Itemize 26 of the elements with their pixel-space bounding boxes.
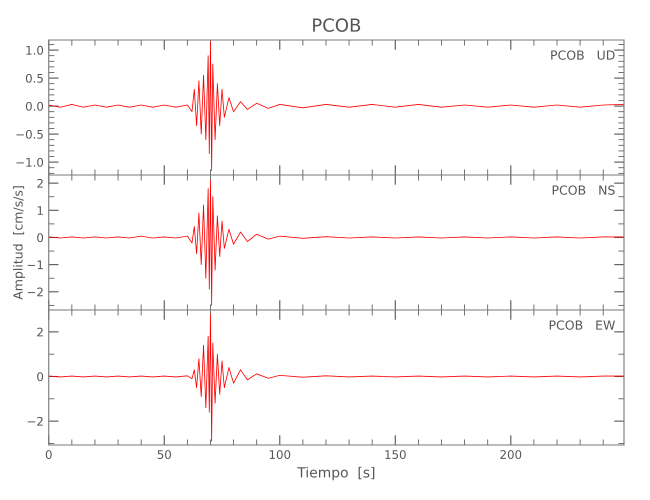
y-tick-label: −2 <box>28 288 43 296</box>
x-tick-label: 100 <box>270 450 290 459</box>
line-series <box>48 180 624 306</box>
annotation: PCOB EW <box>550 320 615 330</box>
y-tick-label: −2 <box>28 416 43 426</box>
y-tick-label: 0 <box>37 233 44 242</box>
y-tick-label: 1 <box>38 206 43 215</box>
y-tick-label: −0.5 <box>16 130 43 139</box>
annotation: PCOB UD <box>551 50 615 60</box>
y-tick-label: −1.0 <box>16 158 44 167</box>
y-tick-label: 0.0 <box>26 102 44 111</box>
x-tick-label: 200 <box>500 450 522 459</box>
annotation: PCOB NS <box>552 185 615 195</box>
x-tick-label: 50 <box>158 450 171 459</box>
x-axis-title: Tiempo [s] <box>297 466 374 480</box>
y-tick-label: 1.0 <box>26 46 44 55</box>
y-tick-label: 2 <box>37 178 43 188</box>
y-tick-label: −1 <box>28 260 43 270</box>
y-tick-label: 0 <box>37 372 44 382</box>
x-tick-label: 0 <box>46 450 52 459</box>
chart-title: PCOB <box>313 18 360 32</box>
y-tick-label: 2 <box>37 328 43 336</box>
y-axis-title: Amplitud [cm/s/s] <box>13 186 26 300</box>
x-tick-label: 150 <box>385 450 406 459</box>
y-tick-label: 0.5 <box>26 74 43 83</box>
line-series <box>48 314 624 442</box>
